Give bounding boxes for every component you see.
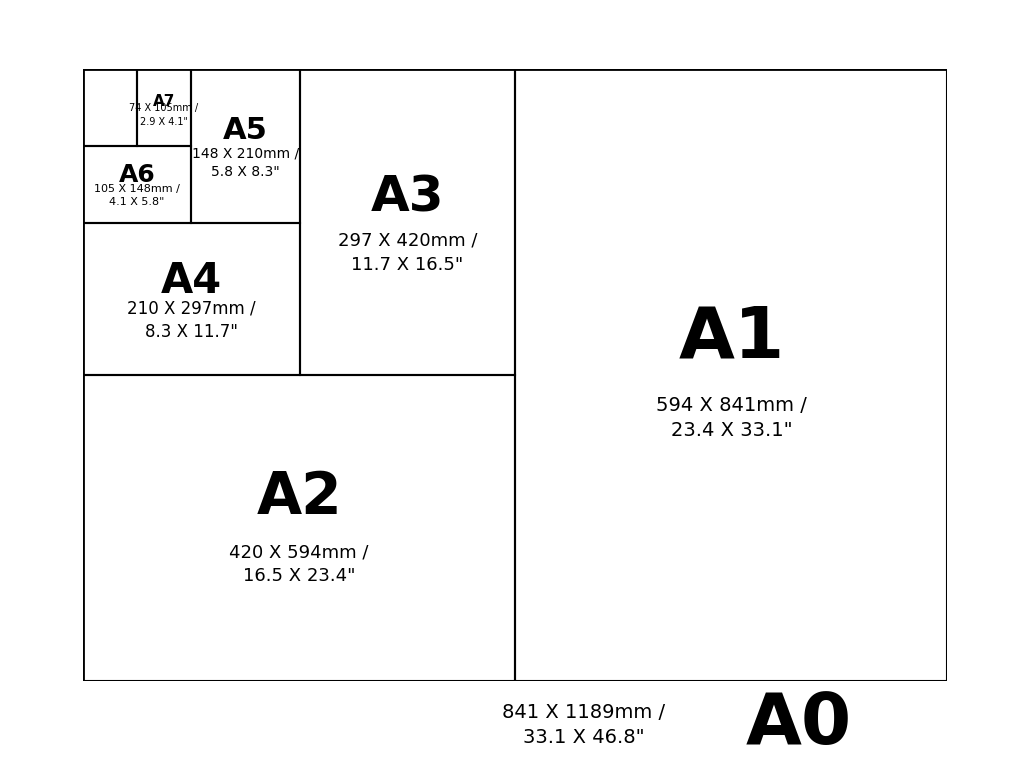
Text: 210 X 297mm /
8.3 X 11.7": 210 X 297mm / 8.3 X 11.7" [127, 299, 256, 341]
Text: 105 X 148mm /
4.1 X 5.8": 105 X 148mm / 4.1 X 5.8" [94, 184, 180, 207]
Text: 420 X 594mm /
16.5 X 23.4": 420 X 594mm / 16.5 X 23.4" [229, 544, 369, 585]
Bar [83, 375, 515, 681]
Bar [515, 69, 947, 681]
Text: A0: A0 [745, 691, 852, 759]
Text: A7: A7 [153, 94, 175, 109]
Bar [83, 69, 136, 146]
Text: A1: A1 [678, 304, 784, 373]
Bar [136, 69, 191, 146]
Text: A3: A3 [371, 174, 444, 221]
Text: 148 X 210mm /
5.8 X 8.3": 148 X 210mm / 5.8 X 8.3" [191, 147, 299, 179]
Text: A6: A6 [119, 163, 156, 188]
Text: A5: A5 [223, 116, 268, 145]
Bar [83, 146, 191, 222]
Bar [300, 69, 515, 375]
Text: 841 X 1189mm /
33.1 X 46.8": 841 X 1189mm / 33.1 X 46.8" [502, 703, 666, 747]
Text: A4: A4 [161, 260, 222, 301]
Text: A2: A2 [256, 469, 342, 526]
Bar [83, 222, 300, 375]
Text: 297 X 420mm /
11.7 X 16.5": 297 X 420mm / 11.7 X 16.5" [338, 232, 477, 274]
Text: 594 X 841mm /
23.4 X 33.1": 594 X 841mm / 23.4 X 33.1" [656, 396, 807, 440]
Bar [191, 69, 300, 222]
Text: 74 X 105mm /
2.9 X 4.1": 74 X 105mm / 2.9 X 4.1" [129, 104, 199, 127]
